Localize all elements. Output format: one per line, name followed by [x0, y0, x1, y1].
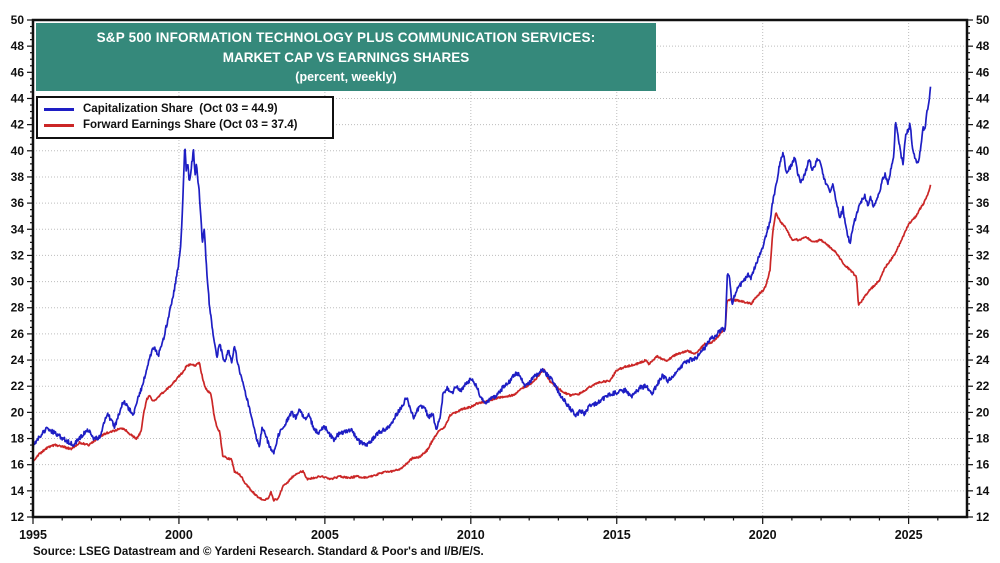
y-axis-label-left: 28: [11, 301, 25, 315]
y-axis-label-right: 28: [976, 301, 990, 315]
y-axis-label-left: 44: [11, 91, 25, 105]
source-attribution: Source: LSEG Datastream and © Yardeni Re…: [33, 546, 484, 558]
y-axis-label-right: 26: [976, 327, 990, 341]
capitalization-share-line: [33, 86, 932, 455]
y-axis-label-right: 50: [976, 13, 990, 27]
y-axis-label-left: 36: [11, 196, 25, 210]
x-axis-label: 2025: [895, 528, 923, 542]
y-axis-label-left: 16: [11, 458, 25, 472]
x-axis-label: 1995: [19, 528, 47, 542]
y-axis-label-left: 50: [11, 13, 25, 27]
plot-border: [31, 18, 969, 519]
y-axis-label-left: 32: [11, 248, 25, 262]
y-axis-label-right: 18: [976, 432, 990, 446]
chart-title-line2: MARKET CAP VS EARNINGS SHARES: [222, 50, 470, 65]
y-axis-label-right: 16: [976, 458, 990, 472]
chart-title-line1: S&P 500 INFORMATION TECHNOLOGY PLUS COMM…: [96, 30, 596, 45]
y-axis-label-right: 30: [976, 275, 990, 289]
y-axis-label-right: 14: [976, 484, 990, 498]
y-axis-label-left: 42: [11, 118, 25, 132]
y-axis-label-left: 18: [11, 432, 25, 446]
y-axis-label-right: 24: [976, 353, 990, 367]
y-axis-label-left: 46: [11, 65, 25, 79]
legend-item-capitalization-share: Capitalization Share (Oct 03 = 44.9): [44, 101, 326, 117]
y-axis-label-left: 48: [11, 39, 25, 53]
legend: Capitalization Share (Oct 03 = 44.9) For…: [36, 96, 334, 139]
y-axis-label-right: 44: [976, 91, 990, 105]
y-axis-label-left: 34: [11, 222, 25, 236]
y-axis-label-left: 38: [11, 170, 25, 184]
chart-title-box: S&P 500 INFORMATION TECHNOLOGY PLUS COMM…: [36, 23, 656, 91]
y-axis-label-left: 24: [11, 353, 25, 367]
x-axis-label: 2020: [749, 528, 777, 542]
y-axis-label-left: 22: [11, 379, 25, 393]
y-axis-label-right: 36: [976, 196, 990, 210]
y-axis-label-right: 48: [976, 39, 990, 53]
y-axis-label-left: 30: [11, 275, 25, 289]
legend-label-forward-earnings-share: Forward Earnings Share (Oct 03 = 37.4): [83, 119, 298, 131]
y-axis-label-right: 34: [976, 222, 990, 236]
y-axis-label-right: 20: [976, 405, 990, 419]
y-axis-label-right: 46: [976, 65, 990, 79]
y-axis-label-right: 40: [976, 144, 990, 158]
y-axis-label-left: 40: [11, 144, 25, 158]
capitalization-share-line-swatch: [44, 107, 74, 111]
y-axis-label-right: 12: [976, 510, 990, 524]
forward-earnings-share-line: [33, 184, 932, 502]
y-axis-label-right: 22: [976, 379, 990, 393]
y-axis-label-right: 42: [976, 118, 990, 132]
chart-title-subtitle: (percent, weekly): [295, 70, 397, 84]
x-axis-label: 2010: [457, 528, 485, 542]
forward-earnings-share-line-swatch: [44, 123, 74, 127]
y-axis-label-right: 32: [976, 248, 990, 262]
y-axis-label-left: 26: [11, 327, 25, 341]
legend-item-forward-earnings-share: Forward Earnings Share (Oct 03 = 37.4): [44, 117, 326, 133]
legend-label-capitalization-share: Capitalization Share (Oct 03 = 44.9): [83, 103, 278, 115]
y-axis-label-left: 20: [11, 405, 25, 419]
y-axis-label-right: 38: [976, 170, 990, 184]
y-axis-label-left: 12: [11, 510, 25, 524]
x-axis-label: 2015: [603, 528, 631, 542]
y-axis-label-left: 14: [11, 484, 25, 498]
x-axis-label: 2005: [311, 528, 339, 542]
x-axis-label: 2000: [165, 528, 193, 542]
